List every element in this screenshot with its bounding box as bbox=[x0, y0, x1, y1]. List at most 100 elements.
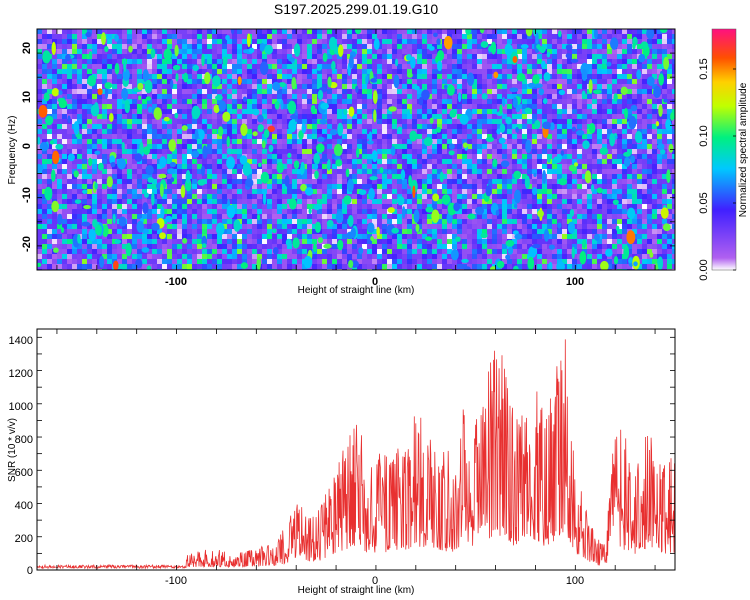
spectrogram-cell bbox=[72, 209, 77, 214]
spectrogram-cell bbox=[517, 179, 522, 184]
spectrogram-cell bbox=[337, 99, 342, 104]
spectrogram-cell bbox=[132, 199, 137, 204]
spectrogram-cell bbox=[552, 54, 557, 59]
spectrogram-cell bbox=[607, 94, 612, 99]
spectrogram-cell bbox=[357, 39, 362, 44]
spectrogram-cell bbox=[252, 219, 257, 224]
spectrogram-cell bbox=[672, 119, 675, 124]
spectrogram-cell bbox=[242, 34, 247, 39]
spectrogram-cell bbox=[167, 154, 172, 159]
spectrogram-cell bbox=[197, 69, 202, 74]
spectrogram-cell bbox=[132, 169, 137, 174]
spectrogram-cell bbox=[477, 159, 482, 164]
spectrogram-cell bbox=[647, 139, 652, 144]
spectrogram-cell bbox=[627, 199, 632, 204]
spectrogram-cell bbox=[47, 164, 52, 169]
spectrogram-cell bbox=[512, 164, 517, 169]
spectrogram-cell bbox=[292, 194, 297, 199]
spectrogram-cell bbox=[572, 204, 577, 209]
spectrogram-cell bbox=[97, 104, 102, 109]
spectrogram-cell bbox=[452, 199, 457, 204]
spectrogram-cell bbox=[402, 204, 407, 209]
spectrogram-cell bbox=[42, 134, 47, 139]
spectrogram-cell bbox=[262, 79, 267, 84]
spectrogram-cell bbox=[672, 44, 675, 49]
spectrogram-cell bbox=[172, 199, 177, 204]
spectrogram-cell bbox=[57, 139, 62, 144]
spectrogram-cell bbox=[622, 184, 627, 189]
spectrogram-cell bbox=[237, 184, 242, 189]
spectrogram-cell bbox=[397, 49, 402, 54]
spectrogram-cell bbox=[322, 144, 327, 149]
spectrogram-cell bbox=[647, 124, 652, 129]
spectrogram-cell bbox=[227, 84, 232, 89]
spectrogram-cell bbox=[42, 89, 47, 94]
spectrogram-cell bbox=[107, 124, 112, 129]
spectrogram-cell bbox=[177, 164, 182, 169]
spectrogram-cell bbox=[547, 64, 552, 69]
spectrogram-cell bbox=[577, 204, 582, 209]
spectrogram-cell bbox=[177, 199, 182, 204]
spectrogram-cell bbox=[382, 104, 387, 109]
spectrogram-cell bbox=[657, 39, 662, 44]
spectrogram-cell bbox=[492, 144, 497, 149]
spectrogram-cell bbox=[517, 34, 522, 39]
spectrogram-cell bbox=[422, 54, 427, 59]
spectrogram-cell bbox=[627, 74, 632, 79]
spectrogram-cell bbox=[232, 189, 237, 194]
spectrogram-cell bbox=[167, 164, 172, 169]
spectrogram-cell bbox=[122, 34, 127, 39]
spectrogram-cell bbox=[652, 99, 657, 104]
spectrogram-cell bbox=[322, 194, 327, 199]
spectrogram-cell bbox=[112, 64, 117, 69]
spectrogram-cell bbox=[62, 209, 67, 214]
spectrogram-cell bbox=[422, 34, 427, 39]
spectrogram-cell bbox=[362, 199, 367, 204]
spectrogram-cell bbox=[152, 164, 157, 169]
spectrogram-cell bbox=[477, 74, 482, 79]
spectrogram-cell bbox=[272, 144, 277, 149]
spectrogram-cell bbox=[77, 189, 82, 194]
spectrogram-cell bbox=[117, 69, 122, 74]
spectrogram-cell bbox=[417, 204, 422, 209]
spectrogram-cell bbox=[532, 99, 537, 104]
spectrogram-cell bbox=[467, 49, 472, 54]
spectrogram-cell bbox=[642, 64, 647, 69]
spectrogram-cell bbox=[622, 99, 627, 104]
spectrogram-cell bbox=[192, 89, 197, 94]
spectrogram-cell bbox=[617, 89, 622, 94]
spectrogram-cell bbox=[267, 64, 272, 69]
spectrogram-cell bbox=[652, 49, 657, 54]
spectrogram-cell bbox=[122, 114, 127, 119]
spectrogram-cell bbox=[417, 54, 422, 59]
spectrogram-cell bbox=[297, 214, 302, 219]
spectrogram-cell bbox=[267, 99, 272, 104]
spectrogram-cell bbox=[527, 44, 532, 49]
spectrogram-cell bbox=[302, 114, 307, 119]
spectrogram-cell bbox=[302, 29, 307, 34]
spectrogram-cell bbox=[102, 159, 107, 164]
spectrogram-cell bbox=[407, 119, 412, 124]
spectrogram-cell bbox=[252, 39, 257, 44]
spectrogram-cell bbox=[122, 174, 127, 179]
spectrogram-cell bbox=[382, 184, 387, 189]
spectrogram-cell bbox=[107, 119, 112, 124]
spectrogram-cell bbox=[327, 144, 332, 149]
spectrogram-cell bbox=[272, 94, 277, 99]
spectrogram-cell bbox=[332, 209, 337, 214]
spectrogram-cell bbox=[552, 74, 557, 79]
spectrogram-cell bbox=[662, 219, 667, 224]
spectrogram-cell bbox=[392, 164, 397, 169]
spectrogram-cell bbox=[632, 54, 637, 59]
spectrogram-cell bbox=[577, 99, 582, 104]
spectrogram-cell bbox=[637, 84, 642, 89]
spectrogram-cell bbox=[392, 39, 397, 44]
spectrogram-cell bbox=[442, 54, 447, 59]
spectrogram-cell bbox=[502, 219, 507, 224]
spectrogram-cell bbox=[207, 104, 212, 109]
spectrogram-cell bbox=[632, 109, 637, 114]
spectrogram-cell bbox=[452, 104, 457, 109]
spectrogram-cell bbox=[77, 214, 82, 219]
spectrogram-cell bbox=[277, 109, 282, 114]
spectrogram-cell bbox=[137, 79, 142, 84]
